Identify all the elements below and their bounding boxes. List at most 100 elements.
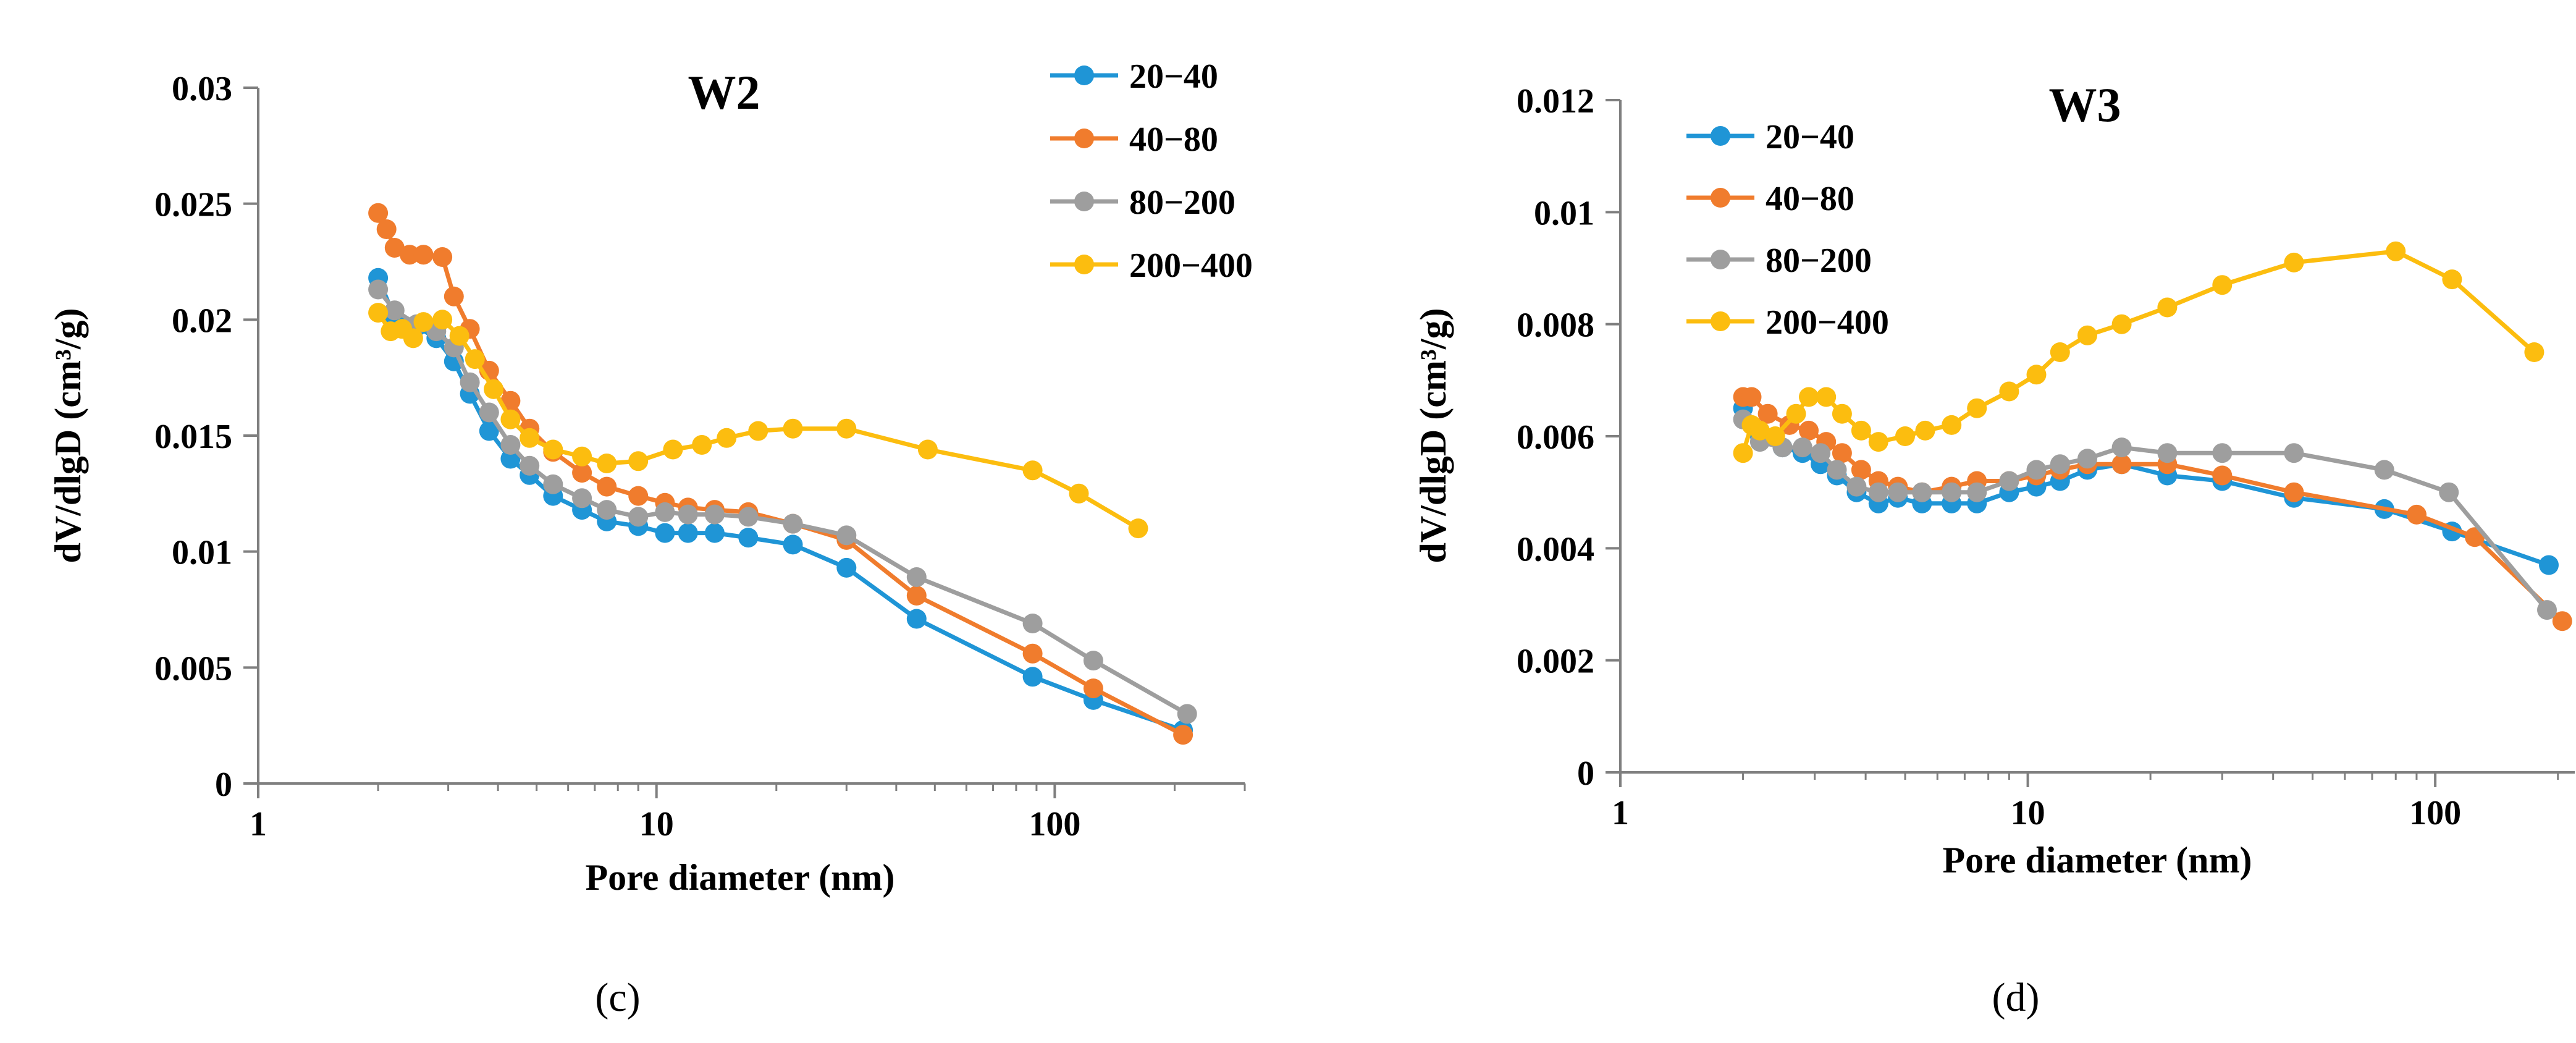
panel-label-c: (c) — [595, 975, 640, 1020]
series-200−400 — [1733, 241, 2544, 463]
x-tick-label: 1 — [250, 805, 267, 843]
data-point — [413, 245, 434, 265]
data-point — [597, 500, 617, 520]
legend-w2: 20−40 40−80 80−200 200−400 — [1050, 57, 1253, 285]
data-point — [1022, 460, 1043, 481]
data-point — [376, 219, 397, 239]
data-point — [2374, 460, 2394, 480]
data-point — [2284, 443, 2304, 463]
x-axis-label-w3: Pore diameter (nm) — [1943, 840, 2252, 880]
y-tick-label: 0.006 — [1517, 418, 1594, 457]
legend-label: 80−200 — [1766, 242, 1872, 280]
data-point — [692, 435, 712, 455]
data-point — [1967, 398, 1987, 418]
data-point — [836, 557, 857, 578]
data-point — [400, 245, 420, 265]
data-point — [2077, 449, 2097, 469]
data-point — [368, 279, 389, 300]
y-tick-label: 0.002 — [1517, 643, 1594, 681]
data-point — [628, 486, 649, 506]
data-point — [1749, 420, 1770, 441]
legend-label: 40−80 — [1766, 180, 1854, 218]
data-point — [1022, 614, 1043, 633]
legend-entry: 40−80 — [1050, 120, 1218, 159]
data-point — [1832, 443, 1852, 463]
data-point — [2407, 504, 2427, 525]
data-point — [520, 455, 540, 476]
legend-label: 40−80 — [1129, 120, 1218, 159]
data-point — [479, 421, 499, 441]
x-axis-label-w2: Pore diameter (nm) — [586, 857, 895, 898]
data-point — [906, 567, 927, 587]
data-point — [655, 502, 675, 522]
data-point — [1786, 403, 1806, 424]
y-tick-label: 0.005 — [154, 649, 232, 688]
data-point — [2284, 482, 2304, 502]
data-point — [1128, 518, 1148, 539]
data-point — [2212, 275, 2233, 295]
data-point — [479, 402, 499, 423]
data-point — [1022, 667, 1043, 687]
data-point — [1851, 420, 1871, 441]
x-tick-label: 10 — [639, 805, 674, 843]
chart-marks-w2 — [368, 203, 1197, 745]
data-point — [432, 310, 453, 330]
data-point — [1888, 482, 1908, 502]
legend-swatch-marker — [1711, 311, 1730, 331]
data-point — [748, 421, 768, 441]
data-point — [628, 451, 649, 471]
legend-label: 20−40 — [1129, 57, 1218, 96]
data-point — [917, 439, 938, 460]
data-point — [678, 523, 698, 543]
axis-ticks-w2: 0 0.005 0.01 0.015 0.02 0.025 0.03 1 10 100 — [154, 70, 1246, 843]
chart-title-w2: W2 — [688, 65, 760, 119]
chart-marks-w3 — [1733, 241, 2572, 631]
y-tick-label: 0.015 — [154, 418, 232, 456]
data-point — [738, 528, 759, 548]
data-point — [1757, 403, 1778, 424]
data-point — [2552, 611, 2572, 631]
data-point — [2539, 555, 2559, 575]
legend-swatch-marker — [1074, 129, 1094, 148]
panel-label-d: (d) — [1992, 975, 2040, 1020]
data-point — [655, 523, 675, 543]
data-point — [1942, 415, 1962, 435]
data-point — [384, 300, 405, 321]
y-tick-label: 0.01 — [1534, 194, 1594, 232]
legend-entry: 80−200 — [1050, 184, 1235, 222]
legend-label: 80−200 — [1129, 184, 1235, 222]
data-point — [1846, 476, 1867, 497]
data-point — [1851, 460, 1871, 480]
legend-swatch-marker — [1074, 255, 1094, 274]
y-axis-label-w3: dV/dlgD (cm³/g) — [1413, 308, 1454, 564]
data-point — [906, 586, 927, 606]
data-point — [2442, 269, 2462, 290]
data-point — [2212, 443, 2233, 463]
data-point — [717, 428, 737, 448]
data-point — [1173, 725, 1193, 745]
data-point — [1733, 443, 1753, 463]
data-point — [413, 312, 434, 332]
data-point — [2537, 600, 2557, 620]
data-point — [543, 439, 563, 460]
data-point — [2157, 443, 2178, 463]
data-point — [368, 203, 389, 223]
data-point — [783, 418, 803, 439]
data-point — [1827, 460, 1847, 480]
data-point — [1832, 403, 1852, 424]
data-point — [2111, 437, 2132, 458]
data-point — [1792, 437, 1812, 458]
legend-label: 200−400 — [1766, 303, 1889, 342]
legend-entry: 40−80 — [1686, 180, 1854, 218]
data-point — [783, 534, 803, 555]
data-point — [500, 391, 521, 411]
data-point — [2050, 454, 2070, 475]
data-point — [2026, 460, 2047, 480]
data-point — [444, 286, 464, 306]
data-point — [2026, 365, 2047, 385]
data-point — [1022, 643, 1043, 664]
data-point — [678, 504, 698, 525]
legend-entry: 20−40 — [1050, 57, 1218, 96]
data-point — [1999, 381, 2019, 402]
